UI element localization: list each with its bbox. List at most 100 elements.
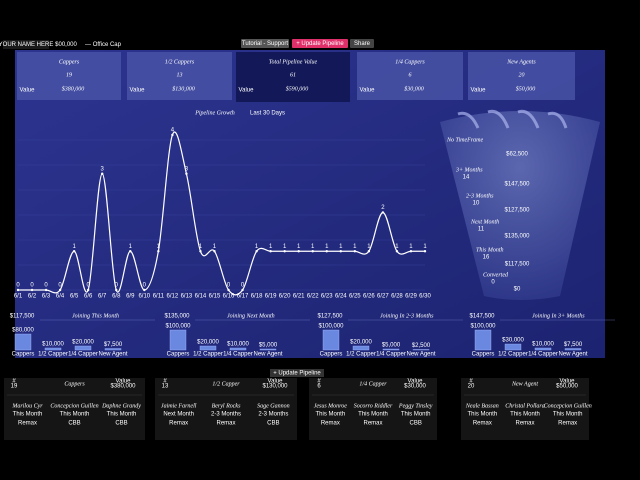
x-tick-label: 6/24 — [335, 294, 347, 300]
team-value-label: Value — [408, 379, 424, 385]
x-tick-label: 6/13 — [181, 294, 193, 300]
kpi-card — [127, 52, 232, 100]
point — [353, 250, 357, 253]
joining-title: Joining In 3+ Months — [532, 313, 585, 319]
person-office: Remax — [169, 421, 188, 427]
mini-bar-category: 1/2 Capper — [193, 352, 223, 358]
point-label: 1 — [367, 244, 371, 250]
point — [157, 250, 160, 253]
mini-bar-category: Cappers — [320, 352, 343, 358]
person-timeframe: This Month — [315, 412, 345, 418]
team-value-label: Value — [268, 379, 284, 385]
person-office: Remax — [558, 421, 577, 427]
kpi-title: 1/4 Cappers — [395, 58, 425, 65]
person-office: Remax — [515, 421, 534, 427]
point-label: 0 — [143, 283, 147, 289]
funnel-value: $117,500 — [505, 262, 530, 268]
mini-bar-label: $100,000 — [318, 324, 344, 330]
x-tick-label: 6/1 — [14, 294, 23, 300]
mini-bar — [322, 329, 340, 351]
mini-bar-label: $20,000 — [72, 340, 94, 346]
kpi-value: $30,000 — [404, 85, 424, 92]
kpi-value-label: Value — [239, 88, 255, 94]
point — [227, 288, 230, 292]
x-tick-label: 6/14 — [195, 294, 207, 300]
kpi-value-label: Value — [130, 88, 146, 94]
kpi-card — [357, 52, 463, 100]
mini-bar — [229, 347, 247, 351]
point — [58, 288, 62, 292]
funnel-value: $127,500 — [504, 208, 530, 214]
point-label: 1 — [395, 244, 399, 250]
point — [423, 250, 427, 253]
mini-bar-category: Cappers — [167, 352, 190, 358]
person-timeframe: This Month — [553, 412, 583, 418]
person-name: Jaimie Farnell — [161, 403, 197, 409]
mini-bar — [504, 343, 522, 351]
kpi-value-label: Value — [20, 88, 36, 94]
team-title: 1/2 Capper — [212, 381, 240, 387]
kpi-title: New Agents — [506, 59, 536, 65]
chart-title: Pipeline Growth — [194, 110, 235, 116]
funnel-value: $135,000 — [504, 234, 530, 240]
x-tick-label: 6/19 — [265, 294, 277, 300]
person-name: Jesus Monroe — [314, 403, 348, 409]
kpi-title: Total Pipeline Value — [269, 59, 318, 65]
point-label: 1 — [297, 244, 301, 250]
person-office: Remax — [216, 421, 235, 427]
person-timeframe: This Month — [60, 412, 90, 418]
point — [297, 250, 300, 253]
kpi-value: $590,000 — [286, 85, 309, 92]
mini-bar-label: $5,000 — [259, 343, 278, 349]
mini-bar — [382, 348, 400, 351]
team-title: New Agent — [511, 381, 538, 387]
joining-total: $147,500 — [469, 314, 495, 320]
x-tick-label: 6/15 — [209, 294, 221, 300]
joining-total: $135,000 — [164, 314, 190, 320]
point — [143, 288, 146, 292]
point-label: 1 — [353, 244, 357, 250]
update-button[interactable] — [270, 369, 324, 377]
person-name: Concepcion Guillen — [544, 403, 592, 409]
kpi-value-label: Value — [360, 88, 376, 94]
point — [409, 250, 413, 253]
kpi-count: 20 — [519, 72, 525, 78]
x-tick-label: 6/10 — [138, 294, 150, 300]
mini-bar-category: New Agent — [253, 352, 282, 358]
mini-bar — [474, 329, 492, 351]
mini-bar-category: New Agent — [558, 352, 587, 358]
mini-bar — [412, 349, 430, 351]
mini-bar — [169, 329, 187, 351]
point-label: 3 — [101, 166, 105, 172]
person-timeframe: This Month — [467, 412, 497, 418]
x-tick-label: 6/27 — [377, 294, 389, 300]
x-tick-label: 6/6 — [84, 294, 93, 300]
kpi-count: 19 — [66, 72, 72, 78]
person-timeframe: This Month — [107, 412, 137, 418]
mini-bar-label: $5,000 — [382, 343, 401, 349]
kpi-card — [468, 52, 575, 100]
person-office: Remax — [363, 421, 382, 427]
team-value: $30,000 — [404, 384, 426, 390]
mini-bar — [352, 345, 370, 351]
x-tick-label: 6/16 — [223, 294, 235, 300]
point — [44, 288, 48, 292]
mini-bar-category: New Agent — [98, 352, 127, 358]
funnel-count: 0 — [491, 280, 495, 286]
mini-bar-label: $7,500 — [564, 342, 583, 348]
joining-total: $117,500 — [10, 314, 35, 320]
person-office: CBB — [115, 421, 127, 427]
person-name: Marilou Cyr — [11, 403, 43, 409]
point-label: 1 — [213, 244, 217, 250]
top-button[interactable] — [241, 39, 289, 48]
kpi-value-label: Value — [471, 88, 487, 94]
top-button[interactable] — [292, 39, 348, 48]
top-button[interactable] — [350, 39, 374, 48]
funnel-count: 16 — [483, 255, 490, 261]
team-panel — [309, 378, 437, 440]
mini-bar-label: $10,000 — [532, 342, 554, 348]
kpi-value: $50,000 — [516, 85, 536, 92]
point — [241, 288, 244, 292]
kpi-card — [17, 52, 121, 100]
point-label: 2 — [381, 205, 385, 211]
